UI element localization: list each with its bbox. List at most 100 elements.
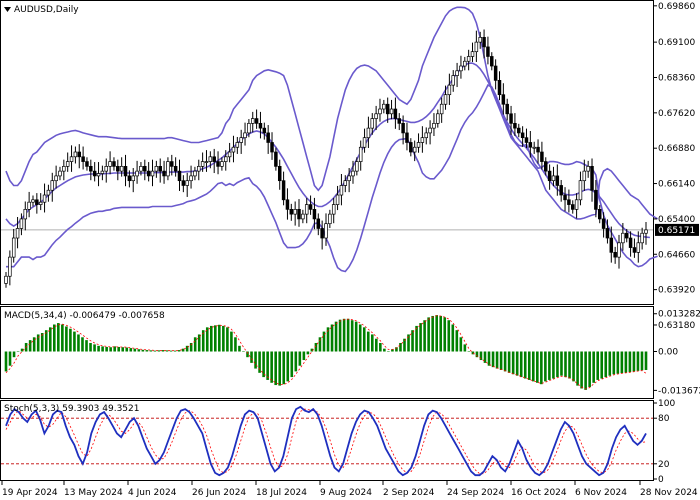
macd-histogram-bar — [32, 337, 36, 352]
macd-histogram-bar — [580, 351, 583, 389]
y-tick-label: 0.63920 — [658, 286, 695, 296]
macd-histogram-bar — [604, 351, 608, 378]
candle — [104, 158, 108, 183]
macd-histogram-bar — [28, 340, 32, 352]
macd-histogram-bar — [8, 351, 12, 366]
candle — [439, 97, 444, 123]
macd-histogram-bar — [475, 351, 479, 358]
macd-histogram-bar — [527, 351, 531, 380]
candle — [193, 166, 197, 181]
candle — [497, 71, 502, 101]
candle — [409, 138, 413, 157]
candle — [42, 183, 47, 213]
candle — [8, 250, 12, 286]
macd-histogram-bar — [153, 350, 157, 352]
macd-histogram-bar — [463, 344, 467, 352]
candle — [432, 113, 436, 137]
macd-histogram-bar — [616, 351, 620, 374]
candle — [405, 122, 409, 151]
macd-histogram-bar — [391, 349, 394, 352]
candle — [177, 159, 182, 191]
macd-histogram-bar — [270, 351, 273, 383]
candle — [173, 157, 178, 177]
candle — [46, 184, 51, 202]
candle — [528, 131, 533, 158]
x-tick-label: 26 Jun 2024 — [192, 488, 246, 498]
candle — [358, 140, 363, 171]
symbol-dropdown-icon[interactable] — [4, 7, 11, 12]
candle — [146, 162, 151, 182]
candle — [27, 191, 31, 218]
candle — [204, 150, 209, 172]
x-tick-label: 18 Jul 2024 — [256, 488, 307, 498]
macd-histogram-bar — [395, 347, 398, 352]
candle — [197, 159, 201, 181]
macd-histogram-bar — [443, 317, 447, 352]
macd-histogram-bar — [322, 331, 326, 352]
candle — [162, 160, 166, 184]
macd-histogram-bar — [141, 349, 145, 352]
x-tick-label: 24 Sep 2024 — [447, 488, 504, 498]
macd-histogram-bar — [467, 351, 471, 353]
macd-histogram-bar — [69, 328, 72, 352]
macd-histogram-bar — [479, 351, 483, 361]
candle — [208, 151, 213, 169]
macd-histogram-bar — [588, 351, 591, 388]
candle — [621, 222, 625, 251]
candle — [559, 179, 563, 202]
candle — [100, 165, 105, 181]
candle — [312, 197, 317, 230]
candle — [459, 55, 463, 79]
macd-histogram-bar — [226, 327, 229, 352]
candle — [424, 127, 428, 145]
macd-histogram-bar — [81, 337, 84, 352]
candle — [274, 147, 278, 171]
candle — [486, 36, 490, 65]
candle — [455, 62, 459, 88]
bollinger-middle-band — [5, 62, 650, 239]
macd-histogram-bar — [350, 320, 354, 352]
macd-histogram-bar — [536, 351, 539, 383]
stoch-main-line — [5, 405, 647, 477]
candle — [131, 168, 135, 193]
candle — [428, 120, 432, 145]
macd-histogram-bar — [399, 342, 402, 352]
macd-histogram-bar — [73, 331, 76, 352]
macd-histogram-bar — [161, 350, 165, 352]
candle — [574, 193, 579, 219]
candle — [81, 146, 85, 170]
candle — [463, 56, 467, 71]
macd-histogram-bar — [511, 351, 515, 375]
macd-histogram-bar — [354, 321, 358, 352]
candle — [578, 171, 583, 206]
stoch-signal-line — [5, 408, 647, 475]
candle — [224, 150, 228, 171]
candle — [617, 234, 621, 269]
macd-histogram-bar — [274, 351, 277, 386]
macd-histogram-bar — [77, 334, 80, 352]
macd-histogram-bar — [294, 351, 298, 372]
macd-histogram-bar — [459, 337, 463, 352]
candle — [532, 141, 536, 154]
macd-histogram-bar — [97, 345, 100, 352]
macd-histogram-bar — [568, 351, 571, 379]
macd-histogram-bar — [109, 347, 112, 352]
macd-histogram-bar — [624, 351, 628, 373]
macd-histogram-bar — [375, 338, 378, 352]
macd-histogram-bar — [266, 351, 269, 380]
macd-histogram-bar — [572, 351, 575, 382]
macd-histogram-bar — [338, 319, 342, 352]
y-tick-label: 0.013282 — [658, 310, 700, 320]
macd-histogram-bar — [564, 351, 567, 378]
candle — [640, 227, 644, 250]
macd-histogram-bar — [451, 324, 455, 352]
candle — [270, 132, 274, 160]
macd-histogram-bar — [584, 351, 587, 390]
candle — [490, 52, 494, 71]
bollinger-upper-band — [5, 6, 659, 220]
macd-histogram-bar — [209, 325, 213, 352]
candle — [474, 30, 479, 62]
macd-histogram-bar — [362, 327, 366, 352]
bollinger-lower-band — [6, 84, 658, 273]
